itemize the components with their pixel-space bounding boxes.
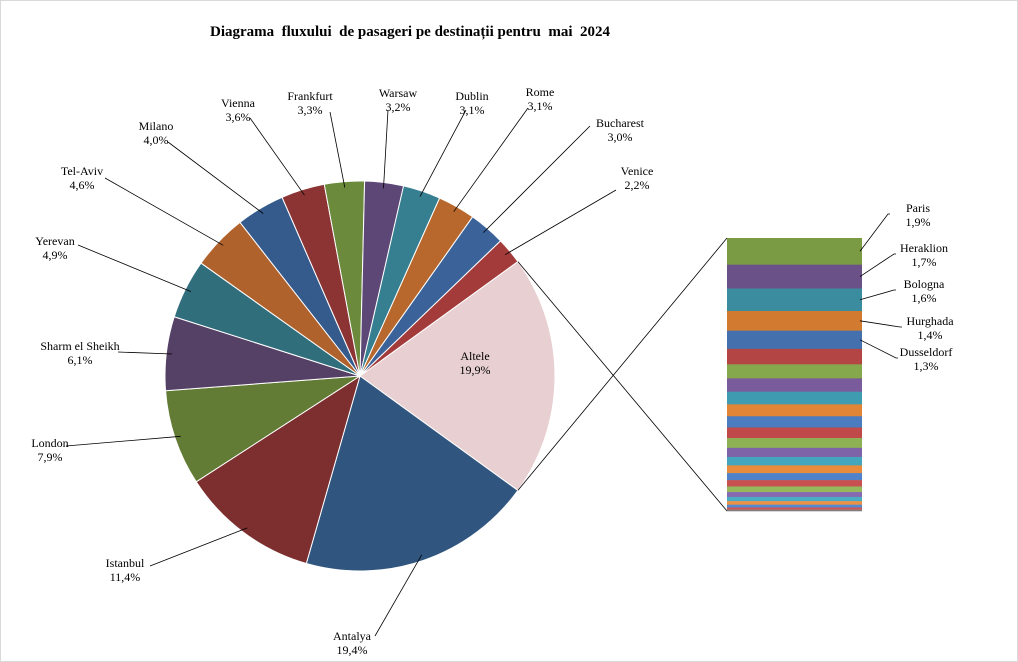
- leader-line-london: [65, 435, 181, 447]
- bar-label-bologna: Bologna: [904, 277, 945, 291]
- bar-segment-14: [727, 447, 862, 458]
- secondary-stacked-bar: [727, 238, 862, 512]
- bar-value-dusseldorf: 1,3%: [914, 359, 939, 373]
- slice-value-istanbul: 11,4%: [110, 570, 141, 584]
- bar-segment-19: [727, 486, 862, 493]
- bar-segment-18: [727, 480, 862, 487]
- slice-value-milano: 4,0%: [144, 133, 169, 147]
- pie-slice-venice: [359, 240, 519, 377]
- slice-label-milano: Milano: [139, 119, 174, 133]
- bar-segment-7: [727, 364, 862, 379]
- pie-slice-altele: [359, 260, 556, 492]
- bar-value-paris: 1,9%: [906, 215, 931, 229]
- bar-segment-16: [727, 465, 862, 474]
- bar-label-heraklion: Heraklion: [900, 241, 948, 255]
- slice-label-vienna: Vienna: [221, 96, 256, 110]
- slice-label-istanbul: Istanbul: [106, 556, 145, 570]
- bar-segment-20: [727, 492, 862, 498]
- slice-value-frankfurt: 3,3%: [298, 103, 323, 117]
- leader-line-antalya: [374, 554, 423, 637]
- bar-label-dusseldorf: Dusseldorf: [900, 345, 953, 359]
- slice-label-dublin: Dublin: [455, 89, 488, 103]
- leader-line-sharm-el-sheikh: [117, 351, 173, 355]
- connector-top: [517, 237, 728, 491]
- slice-value-sharm-el-sheikh: 6,1%: [68, 353, 93, 367]
- bar-segment-21: [727, 496, 862, 502]
- bar-segment-6: [727, 348, 862, 365]
- bar-segment-dusseldorf: [727, 330, 862, 350]
- leader-line-tel-aviv: [104, 177, 224, 246]
- bar-segment-25: [727, 509, 862, 512]
- connector-bottom: [517, 261, 728, 512]
- chart-title: Diagrama fluxului de pasageri pe destina…: [209, 24, 610, 40]
- bar-segment-15: [727, 456, 862, 466]
- slice-label-altele: Altele: [460, 349, 489, 363]
- leader-line-paris: [859, 213, 890, 252]
- bar-label-hurghada: Hurghada: [906, 314, 954, 328]
- bar-segment-bologna: [727, 288, 862, 312]
- slice-label-london: London: [31, 436, 68, 450]
- slice-value-antalya: 19,4%: [337, 643, 368, 657]
- bar-segment-12: [727, 427, 862, 439]
- bar-segment-24: [727, 507, 862, 510]
- slice-label-venice: Venice: [621, 164, 654, 178]
- slice-value-venice: 2,2%: [625, 178, 650, 192]
- bar-segment-9: [727, 391, 862, 405]
- slice-value-altele: 19,9%: [460, 363, 491, 377]
- slice-value-dublin: 3,1%: [460, 103, 485, 117]
- slice-value-warsaw: 3,2%: [386, 100, 411, 114]
- leader-line-warsaw: [383, 109, 389, 189]
- pie-to-bar-connectors: [517, 237, 728, 512]
- leader-line-yerevan: [77, 244, 191, 292]
- bar-segment-8: [727, 378, 862, 392]
- slice-label-frankfurt: Frankfurt: [287, 89, 333, 103]
- leader-line-bologna: [859, 289, 896, 301]
- leader-line-milano: [167, 141, 264, 214]
- leader-line-hurghada: [859, 320, 902, 328]
- pie-slice-istanbul: [195, 374, 361, 565]
- slice-value-tel-aviv: 4,6%: [70, 178, 95, 192]
- bar-segment-10: [727, 404, 862, 417]
- leader-line-venice: [504, 189, 617, 256]
- slice-value-rome: 3,1%: [528, 99, 553, 113]
- bar-value-bologna: 1,6%: [912, 291, 937, 305]
- leader-line-dusseldorf: [859, 339, 898, 359]
- bar-segment-22: [727, 501, 862, 505]
- slice-value-bucharest: 3,0%: [608, 130, 633, 144]
- bar-value-hurghada: 1,4%: [918, 328, 943, 342]
- main-pie: [164, 180, 556, 572]
- slice-value-yerevan: 4,9%: [43, 248, 68, 262]
- leader-line-vienna: [249, 117, 305, 196]
- bar-segment-23: [727, 504, 862, 508]
- slice-label-rome: Rome: [526, 85, 555, 99]
- leader-line-istanbul: [149, 527, 248, 567]
- slice-label-tel-aviv: Tel-Aviv: [61, 164, 103, 178]
- bar-value-heraklion: 1,7%: [912, 255, 937, 269]
- slice-label-yerevan: Yerevan: [35, 234, 74, 248]
- bar-segment-paris: [727, 238, 862, 265]
- bar-segment-hurghada: [727, 310, 862, 331]
- pie-slice-antalya: [305, 375, 519, 572]
- leader-line-rome: [453, 107, 529, 212]
- leader-line-frankfurt: [329, 111, 346, 188]
- bar-segment-heraklion: [727, 264, 862, 289]
- pie-slice-london: [165, 375, 361, 483]
- slice-label-warsaw: Warsaw: [379, 86, 418, 100]
- leader-line-dublin: [419, 109, 467, 197]
- slice-label-bucharest: Bucharest: [596, 116, 645, 130]
- leader-line-bucharest: [483, 125, 591, 233]
- leader-lines: [65, 107, 902, 637]
- bar-segment-11: [727, 416, 862, 428]
- bar-segment-17: [727, 473, 862, 481]
- bar-segment-13: [727, 438, 862, 449]
- slice-label-sharm-el-sheikh: Sharm el Sheikh: [40, 339, 119, 353]
- bar-label-paris: Paris: [906, 201, 930, 215]
- slice-value-vienna: 3,6%: [226, 110, 251, 124]
- slice-value-london: 7,9%: [38, 450, 63, 464]
- leader-line-heraklion: [859, 253, 896, 277]
- slice-label-antalya: Antalya: [333, 629, 372, 643]
